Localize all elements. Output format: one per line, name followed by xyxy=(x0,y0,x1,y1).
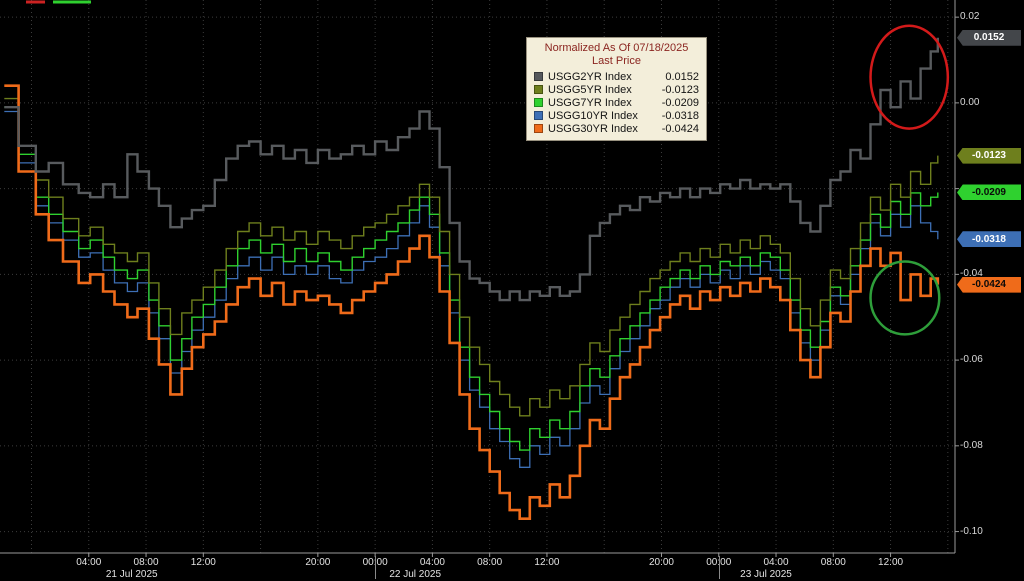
legend-row: USGG7YR Index -0.0209 xyxy=(534,96,699,109)
y-axis-label: -0.04 xyxy=(960,268,983,280)
series-line-usgg10yr xyxy=(4,110,939,468)
x-axis-time-label: 12:00 xyxy=(534,557,560,568)
date-separator xyxy=(375,556,377,579)
x-axis-time-label: 04:00 xyxy=(76,557,102,568)
x-axis-date-label: 23 Jul 2025 xyxy=(740,569,792,580)
x-axis-time-label: 20:00 xyxy=(305,557,331,568)
x-axis-date-label: 22 Jul 2025 xyxy=(389,569,442,580)
legend-title: Normalized As Of 07/18/2025 xyxy=(544,42,689,54)
y-axis-label: -0.06 xyxy=(960,354,983,366)
y-axis-label: -0.10 xyxy=(960,525,983,537)
x-axis-time-label: 12:00 xyxy=(878,557,904,568)
last-price-badge: -0.0209 xyxy=(957,184,1021,201)
legend-swatch-icon xyxy=(534,85,543,94)
legend-series-value: -0.0318 xyxy=(661,109,699,122)
x-axis-time-label: 12:00 xyxy=(190,557,216,568)
legend-series-label: USGG5YR Index xyxy=(548,83,632,96)
highlight-2yr-rally-circle xyxy=(869,24,950,130)
axis-lines-layer xyxy=(0,0,959,557)
legend-series-value: -0.0209 xyxy=(661,96,699,109)
legend-series-value: -0.0424 xyxy=(661,122,699,135)
legend-series-label: USGG30YR Index xyxy=(548,122,638,135)
legend-row: USGG10YR Index -0.0318 xyxy=(534,109,699,122)
legend-series-value: 0.0152 xyxy=(665,70,699,83)
grid-layer xyxy=(0,0,955,553)
legend-series-label: USGG7YR Index xyxy=(548,96,632,109)
legend-rows: USGG2YR Index 0.0152 USGG5YR Index -0.0123 U… xyxy=(534,70,699,135)
x-axis-time-label: 08:00 xyxy=(133,557,159,568)
series-line-usgg2yr xyxy=(4,37,939,302)
legend-box[interactable]: Normalized As Of 07/18/2025 Last Price U… xyxy=(526,37,707,141)
legend-swatch-icon xyxy=(534,72,543,81)
y-axis-label: -0.08 xyxy=(960,439,983,451)
x-axis-time-label: 20:00 xyxy=(648,557,674,568)
last-price-badge: -0.0424 xyxy=(957,276,1021,293)
legend-subtitle: Last Price xyxy=(592,55,641,67)
x-axis-time-label: 04:00 xyxy=(763,557,789,568)
legend-swatch-icon xyxy=(534,98,543,107)
series-line-usgg30yr xyxy=(4,84,940,520)
legend-series-value: -0.0123 xyxy=(661,83,699,96)
highlight-30yr-dip-circle xyxy=(869,260,941,336)
annotation-layer xyxy=(26,0,950,336)
legend-row: USGG5YR Index -0.0123 xyxy=(534,83,699,96)
legend-swatch-icon xyxy=(534,111,543,120)
legend-series-label: USGG10YR Index xyxy=(548,109,638,122)
y-axis-label: 0.00 xyxy=(960,96,980,108)
x-axis-time-label: 08:00 xyxy=(477,557,503,568)
x-axis-time-label: 08:00 xyxy=(820,557,846,568)
x-axis-date-label: 21 Jul 2025 xyxy=(105,569,158,580)
last-price-badge: -0.0123 xyxy=(957,147,1021,164)
y-axis-label: 0.02 xyxy=(960,11,980,23)
series-line-usgg5yr xyxy=(4,97,939,417)
legend-swatch-icon xyxy=(534,124,543,133)
date-separator xyxy=(718,556,720,579)
last-price-badge: 0.0152 xyxy=(957,29,1021,46)
legend-series-label: USGG2YR Index xyxy=(548,70,632,83)
series-lines-layer xyxy=(4,37,940,520)
legend-row: USGG30YR Index -0.0424 xyxy=(534,122,699,135)
x-axis-time-label: 04:00 xyxy=(419,557,445,568)
legend-row: USGG2YR Index 0.0152 xyxy=(534,70,699,83)
last-price-badge: -0.0318 xyxy=(957,231,1021,248)
